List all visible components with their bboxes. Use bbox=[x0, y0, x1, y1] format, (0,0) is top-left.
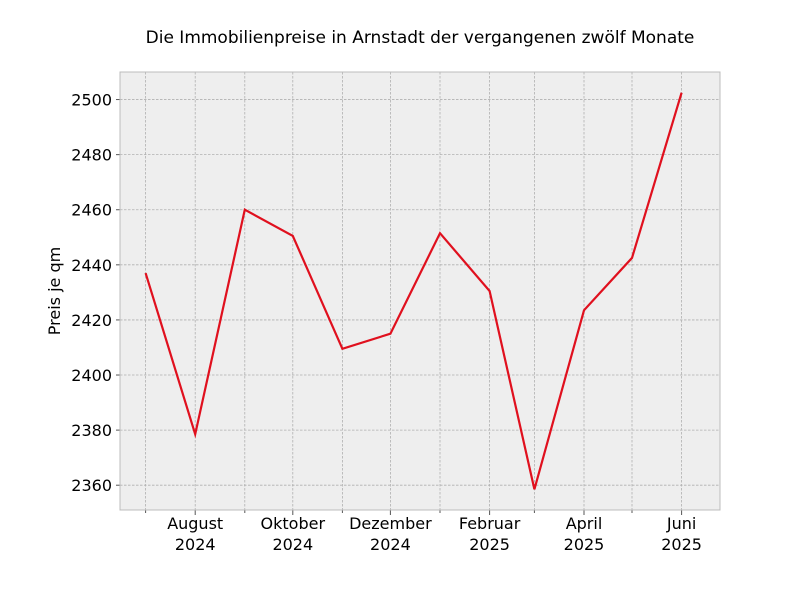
x-tick-label-month: April bbox=[566, 514, 603, 533]
x-tick-label-month: August bbox=[167, 514, 223, 533]
chart-title: Die Immobilienpreise in Arnstadt der ver… bbox=[146, 28, 695, 48]
x-tick-label-month: Dezember bbox=[349, 514, 432, 533]
x-tick-label-year: 2025 bbox=[469, 535, 510, 554]
y-tick-label: 2480 bbox=[71, 146, 112, 165]
x-tick-label-year: 2024 bbox=[272, 535, 313, 554]
y-tick-label: 2400 bbox=[71, 366, 112, 385]
series-layer bbox=[144, 92, 683, 490]
x-tick-label-month: Oktober bbox=[261, 514, 326, 533]
y-tick-label: 2380 bbox=[71, 421, 112, 440]
y-tick-label: 2500 bbox=[71, 91, 112, 110]
plot-frame bbox=[119, 71, 721, 511]
x-tick-label-month: Juni bbox=[666, 514, 696, 533]
y-tick-label: 2460 bbox=[71, 201, 112, 220]
x-tick-label-year: 2024 bbox=[370, 535, 411, 554]
x-tick-label-year: 2025 bbox=[661, 535, 702, 554]
plot-area bbox=[120, 72, 720, 510]
x-tick-label-year: 2024 bbox=[175, 535, 216, 554]
y-axis-label: Preis je qm bbox=[45, 247, 64, 335]
axis-ticks: 2360 2380 2400 2420 2440 2460 2480 2500 August 20… bbox=[71, 91, 702, 554]
series-line bbox=[144, 92, 683, 490]
y-tick-label: 2420 bbox=[71, 311, 112, 330]
y-tick-label: 2360 bbox=[71, 476, 112, 495]
y-tick-label: 2440 bbox=[71, 256, 112, 275]
x-tick-label-month: Februar bbox=[459, 514, 521, 533]
x-tick-label-year: 2025 bbox=[564, 535, 605, 554]
